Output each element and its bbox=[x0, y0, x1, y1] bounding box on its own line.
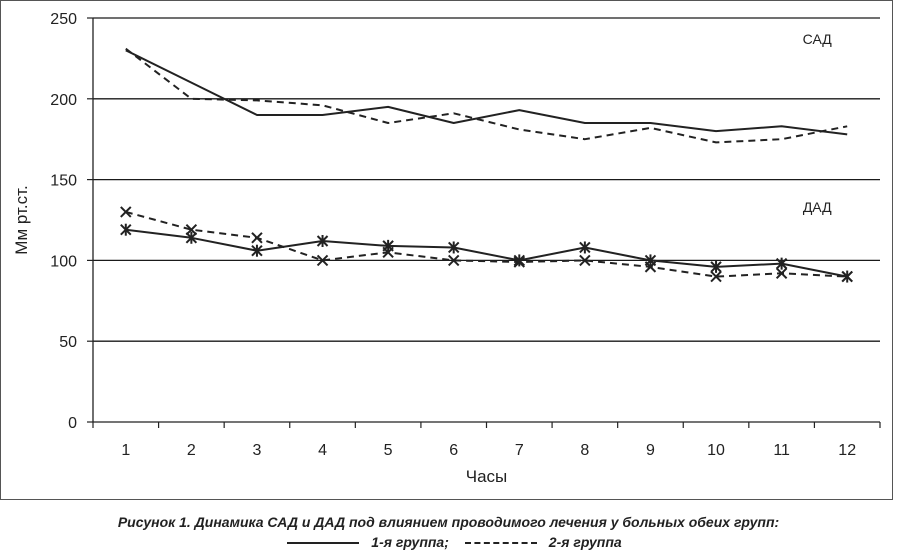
series-line bbox=[125, 210, 848, 278]
chart-frame: 0 50 100 150 200 250 1 2 3 4 5 6 7 8 9 10 11 12 Часы Мм рт.… bbox=[0, 0, 893, 500]
x-tick-label: 6 bbox=[449, 442, 458, 459]
legend-label-group1: 1-я группа; bbox=[371, 534, 449, 550]
y-tick-label: 250 bbox=[50, 11, 77, 28]
asterisk-marker bbox=[120, 223, 132, 236]
marker-stroke bbox=[579, 254, 591, 267]
x-tick-label: 5 bbox=[384, 442, 393, 459]
series-line bbox=[125, 47, 848, 144]
x-marker bbox=[316, 254, 329, 267]
x-marker bbox=[710, 270, 722, 283]
asterisk-marker bbox=[448, 241, 460, 254]
x-tick-label: 1 bbox=[121, 442, 130, 459]
y-tick-label: 50 bbox=[59, 334, 77, 351]
marker-stroke bbox=[775, 267, 788, 280]
x-tick-label: 2 bbox=[187, 442, 196, 459]
legend-solid-swatch bbox=[287, 542, 360, 545]
x-tick-label: 4 bbox=[318, 442, 327, 459]
marker-stroke bbox=[120, 206, 132, 218]
x-tick-label: 7 bbox=[515, 442, 524, 459]
series-line bbox=[125, 49, 848, 136]
marker-layer bbox=[120, 206, 853, 283]
marker-stroke bbox=[316, 254, 329, 267]
legend-dashed-swatch bbox=[464, 542, 537, 545]
marker-stroke bbox=[382, 246, 394, 259]
x-tick-label: 10 bbox=[707, 442, 725, 459]
y-axis-title: Мм рт.ст. bbox=[12, 185, 31, 254]
x-marker bbox=[382, 246, 394, 259]
legend-label-group2: 2-я группа bbox=[548, 534, 622, 550]
asterisk-marker bbox=[710, 260, 722, 273]
marker-stroke bbox=[841, 270, 853, 283]
marker-stroke bbox=[513, 256, 525, 268]
x-marker bbox=[841, 270, 853, 283]
x-marker bbox=[120, 206, 132, 218]
legend: 1-я группа; 2-я группа bbox=[0, 532, 897, 552]
x-tick-label: 11 bbox=[773, 442, 790, 459]
marker-stroke bbox=[251, 232, 263, 244]
axis-layer bbox=[87, 17, 881, 428]
asterisk-marker bbox=[513, 254, 525, 267]
asterisk-marker bbox=[579, 241, 591, 254]
marker-stroke bbox=[185, 223, 198, 236]
series-layer bbox=[125, 47, 848, 278]
x-marker bbox=[644, 261, 657, 273]
grid-layer bbox=[93, 17, 880, 342]
x-marker bbox=[775, 267, 788, 280]
asterisk-marker bbox=[251, 244, 263, 257]
x-marker bbox=[448, 254, 460, 267]
x-marker bbox=[513, 256, 525, 268]
annotation-label: ДАД bbox=[803, 199, 832, 215]
x-tick-label: 9 bbox=[646, 442, 655, 459]
x-marker bbox=[251, 232, 263, 244]
x-tick-label: 3 bbox=[253, 442, 262, 459]
y-tick-label: 0 bbox=[68, 415, 77, 432]
marker-stroke bbox=[448, 254, 460, 267]
x-tick-label: 8 bbox=[580, 442, 589, 459]
annotation-label: САД bbox=[803, 31, 833, 47]
x-tick-label: 12 bbox=[838, 442, 856, 459]
asterisk-marker bbox=[316, 235, 329, 248]
x-axis-title: Часы bbox=[466, 467, 508, 486]
figure-caption: Рисунок 1. Динамика САД и ДАД под влияни… bbox=[117, 514, 780, 530]
x-marker bbox=[185, 223, 198, 236]
x-marker bbox=[579, 254, 591, 267]
y-tick-label: 100 bbox=[50, 253, 77, 270]
series-line bbox=[125, 228, 848, 278]
marker-stroke bbox=[644, 261, 657, 273]
y-tick-label: 150 bbox=[50, 173, 77, 190]
y-tick-label: 200 bbox=[50, 92, 77, 109]
marker-stroke bbox=[710, 270, 722, 283]
asterisk-marker bbox=[775, 257, 788, 270]
